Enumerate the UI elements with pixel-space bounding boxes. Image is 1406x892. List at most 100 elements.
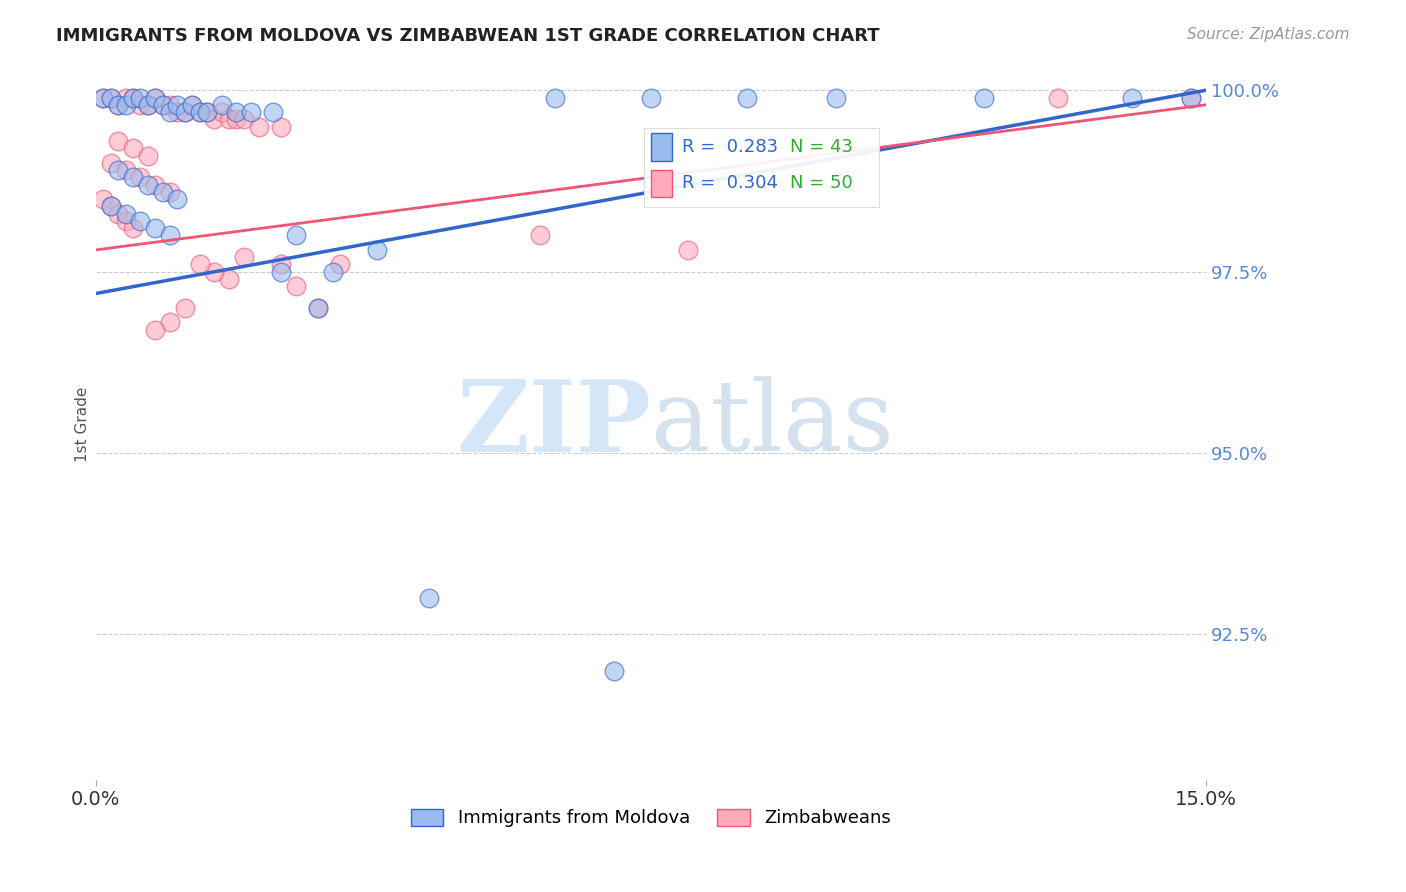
Point (418, 591, 440, 606)
Point (159, 228, 181, 243)
Point (114, 214, 136, 228)
Point (100, 199, 122, 213)
Point (188, 257, 211, 271)
Point (143, 90, 166, 104)
Point (159, 316, 181, 330)
Point (188, 105, 211, 120)
Point (1180, 90, 1202, 104)
Point (136, 97, 159, 112)
Point (136, 178, 159, 192)
Point (107, 97, 129, 112)
Point (973, 90, 995, 104)
Legend: Immigrants from Moldova, Zimbabweans: Immigrants from Moldova, Zimbabweans (404, 801, 898, 835)
FancyBboxPatch shape (651, 169, 672, 197)
Point (284, 279, 307, 293)
Point (640, 90, 662, 104)
Point (211, 97, 233, 112)
Point (166, 192, 188, 206)
Point (91, 90, 114, 104)
Y-axis label: 1st Grade: 1st Grade (76, 386, 90, 462)
Point (122, 90, 145, 104)
Point (270, 265, 292, 279)
Point (129, 170, 152, 185)
Point (173, 105, 195, 120)
Point (122, 141, 145, 155)
Point (136, 97, 159, 112)
Point (211, 105, 233, 120)
Point (143, 90, 166, 104)
Point (232, 250, 254, 264)
Point (159, 185, 181, 199)
Point (284, 228, 307, 243)
Text: ZIP: ZIP (456, 376, 651, 473)
Point (603, 664, 626, 678)
Point (225, 105, 247, 120)
Point (114, 97, 136, 112)
Point (173, 301, 195, 315)
Point (129, 214, 152, 228)
Point (188, 105, 211, 120)
Point (100, 90, 122, 104)
Point (735, 90, 758, 104)
Point (159, 97, 181, 112)
Point (129, 97, 152, 112)
Point (122, 90, 145, 104)
Point (114, 163, 136, 178)
Point (143, 178, 166, 192)
Point (322, 265, 344, 279)
Point (181, 97, 204, 112)
Text: Source: ZipAtlas.com: Source: ZipAtlas.com (1187, 27, 1350, 42)
Point (195, 105, 218, 120)
Point (143, 323, 166, 337)
Point (307, 301, 329, 315)
Point (91, 192, 114, 206)
Point (270, 257, 292, 271)
Point (100, 156, 122, 170)
Point (152, 97, 174, 112)
Text: IMMIGRANTS FROM MOLDOVA VS ZIMBABWEAN 1ST GRADE CORRELATION CHART: IMMIGRANTS FROM MOLDOVA VS ZIMBABWEAN 1S… (56, 27, 880, 45)
Point (159, 105, 181, 120)
Point (152, 97, 174, 112)
Point (1046, 90, 1069, 104)
Text: R =  0.283: R = 0.283 (682, 138, 778, 156)
Point (543, 90, 565, 104)
Point (329, 257, 352, 271)
FancyBboxPatch shape (651, 133, 672, 161)
Text: N = 50: N = 50 (790, 174, 852, 192)
Point (166, 97, 188, 112)
Point (181, 97, 204, 112)
Point (166, 105, 188, 120)
Point (114, 207, 136, 221)
Point (107, 207, 129, 221)
Point (366, 243, 388, 257)
Point (824, 90, 846, 104)
Point (232, 112, 254, 127)
Point (122, 170, 145, 185)
Point (143, 221, 166, 235)
Point (107, 97, 129, 112)
Point (247, 120, 270, 134)
Point (129, 90, 152, 104)
Point (676, 243, 699, 257)
Point (307, 301, 329, 315)
Point (136, 148, 159, 162)
Point (91, 90, 114, 104)
Point (202, 112, 225, 127)
Text: R =  0.304: R = 0.304 (682, 174, 778, 192)
Text: N = 43: N = 43 (790, 138, 852, 156)
Point (100, 199, 122, 213)
Point (529, 228, 551, 243)
Point (218, 272, 240, 286)
Point (107, 134, 129, 148)
Point (240, 105, 263, 120)
Point (218, 112, 240, 127)
Point (152, 185, 174, 199)
Point (263, 105, 285, 120)
Text: atlas: atlas (651, 376, 894, 472)
Point (1180, 90, 1202, 104)
Point (270, 120, 292, 134)
Point (114, 90, 136, 104)
Point (100, 90, 122, 104)
Point (173, 105, 195, 120)
Point (195, 105, 218, 120)
